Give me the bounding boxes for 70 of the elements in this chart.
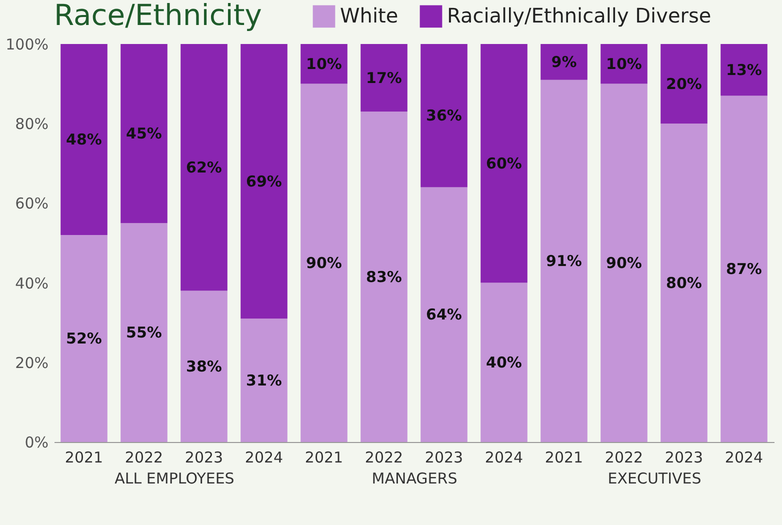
x-axis-title: MANAGERS <box>372 470 458 488</box>
x-tick-label: 2022 <box>124 448 164 466</box>
bar <box>660 124 708 442</box>
bar <box>480 282 528 442</box>
bar <box>480 44 528 283</box>
data-label: 62% <box>186 158 222 176</box>
data-label: 48% <box>66 130 102 149</box>
y-tick-label: 80% <box>15 115 48 134</box>
data-label: 91% <box>546 252 582 270</box>
data-label: 10% <box>606 54 642 73</box>
bar <box>360 44 408 112</box>
data-label: 83% <box>366 268 402 286</box>
bar <box>540 80 588 442</box>
x-tick-label: 2023 <box>664 448 704 466</box>
chart-title: Race/Ethnicity <box>54 0 262 32</box>
data-label: 45% <box>126 124 162 143</box>
x-tick-label: 2021 <box>544 448 584 466</box>
bar <box>60 44 108 236</box>
data-label: 90% <box>606 254 642 272</box>
data-label: 90% <box>306 254 342 272</box>
y-tick-label: 40% <box>15 274 48 292</box>
data-label: 13% <box>726 60 762 79</box>
bar <box>180 290 228 442</box>
data-label: 9% <box>551 52 577 71</box>
x-tick-label: 2024 <box>484 448 524 466</box>
bar <box>60 235 108 442</box>
bar <box>240 44 288 319</box>
data-label: 69% <box>246 172 282 190</box>
x-axis-title: ALL EMPLOYEES <box>114 470 234 488</box>
bar <box>660 44 708 124</box>
y-tick-label: 0% <box>24 434 48 452</box>
data-label: 40% <box>486 353 522 372</box>
y-tick-label: 100% <box>6 36 48 54</box>
bar <box>540 44 588 80</box>
data-label: 55% <box>126 324 162 342</box>
x-axis-title: EXECUTIVES <box>608 470 702 488</box>
data-label: 52% <box>66 330 102 348</box>
legend-label: Racially/Ethnically Diverse <box>447 3 712 28</box>
bar <box>720 44 768 96</box>
data-label: 80% <box>666 274 702 292</box>
x-tick-label: 2022 <box>364 448 404 466</box>
y-tick-label: 20% <box>15 354 48 372</box>
bar <box>120 44 168 224</box>
bar <box>720 96 768 442</box>
data-label: 17% <box>366 68 402 87</box>
bar <box>120 223 168 442</box>
bar <box>300 84 348 442</box>
data-label: 36% <box>426 106 462 125</box>
legend-label: White <box>340 3 398 28</box>
bar <box>420 187 468 442</box>
y-tick-label: 60% <box>15 194 48 213</box>
data-label: 87% <box>726 260 762 278</box>
bar <box>600 84 648 442</box>
data-label: 64% <box>426 306 462 324</box>
x-tick-label: 2023 <box>424 448 464 466</box>
data-label: 20% <box>666 74 702 93</box>
x-tick-label: 2023 <box>184 448 224 466</box>
x-tick-label: 2022 <box>604 448 644 466</box>
data-label: 10% <box>306 54 342 73</box>
bar <box>240 318 288 442</box>
x-tick-label: 2021 <box>64 448 104 466</box>
x-tick-label: 2024 <box>724 448 764 466</box>
data-label: 60% <box>486 154 522 172</box>
x-tick-label: 2024 <box>244 448 284 466</box>
bar <box>420 44 468 188</box>
data-label: 38% <box>186 357 222 376</box>
data-label: 31% <box>246 371 282 390</box>
bar <box>360 112 408 442</box>
x-tick-label: 2021 <box>304 448 344 466</box>
bar <box>180 44 228 291</box>
